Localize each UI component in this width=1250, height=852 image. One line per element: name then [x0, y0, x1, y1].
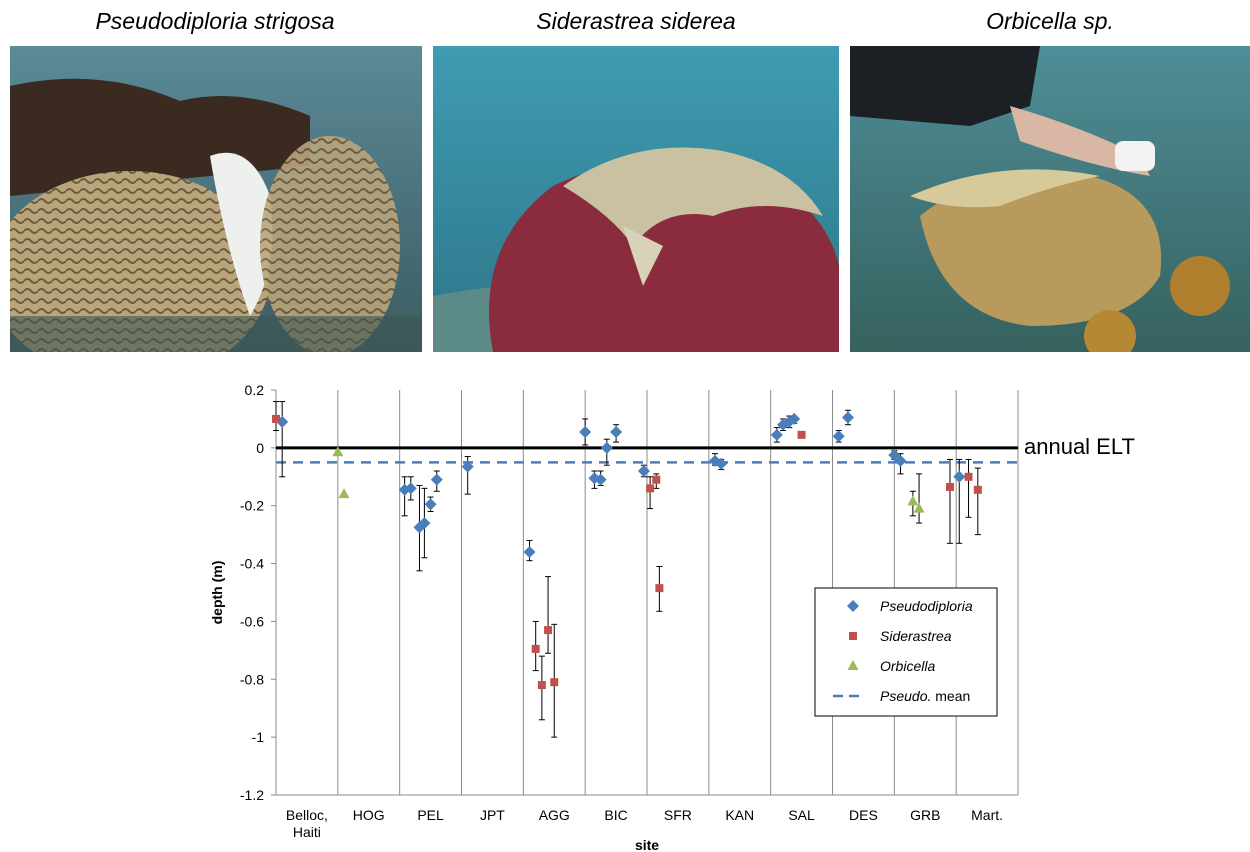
legend-label: Pseudo. mean [880, 688, 970, 704]
photo-pseudodiploria-coral [10, 46, 422, 352]
pseudodiploria-point [770, 428, 783, 441]
depth-chart: 0.2 0 -0.2 -0.4 -0.6 -0.8 -1 -1.2 Belloc,Haiti HO… [209, 382, 1135, 852]
pseudodiploria-point [610, 425, 623, 438]
pseudodiploria-point [418, 517, 431, 530]
x-axis-title: site [635, 837, 659, 852]
pseudodiploria-point [894, 454, 907, 467]
y-tick-label: 0.2 [245, 382, 265, 398]
y-tick-label: -1 [252, 729, 265, 745]
siderastrea-point [655, 584, 664, 593]
legend-swatch-orbicella [847, 660, 859, 670]
pseudodiploria-point [461, 460, 474, 473]
x-tick-label: HOG [353, 807, 385, 823]
y-tick-label: -0.8 [240, 671, 264, 687]
panel-caption-pseudodiploria: Pseudodiploria strigosa [95, 8, 335, 34]
data-markers [272, 411, 982, 690]
y-tick-label: -0.6 [240, 613, 264, 629]
x-tick-label: Haiti [293, 824, 321, 840]
y-tick-label: -1.2 [240, 787, 264, 803]
siderastrea-point [544, 626, 553, 635]
orbicella-point [907, 495, 919, 506]
legend-box [814, 587, 998, 717]
pseudodiploria-point [430, 473, 443, 486]
x-tick-label: Mart. [971, 807, 1003, 823]
siderastrea-point [550, 678, 559, 687]
siderastrea-point [646, 484, 655, 493]
x-tick-label: Belloc, [286, 807, 328, 823]
siderastrea-point [973, 485, 982, 494]
pseudodiploria-point [788, 412, 801, 425]
panel-caption-orbicella: Orbicella sp. [986, 8, 1114, 34]
pseudodiploria-point [832, 430, 845, 443]
y-tick-label: 0 [256, 440, 264, 456]
y-axis-title: depth (m) [209, 561, 225, 625]
photo-siderastrea-coral [433, 46, 839, 352]
siderastrea-point [945, 482, 954, 491]
legend-swatch-siderastrea [849, 632, 857, 640]
x-tick-label: BIC [604, 807, 627, 823]
panel-caption-siderastrea: Siderastrea siderea [536, 8, 736, 34]
x-tick-label: AGG [539, 807, 570, 823]
orbicella-point [332, 446, 344, 457]
annual-elt-label: annual ELT [1024, 434, 1135, 459]
x-tick-label: SAL [788, 807, 815, 823]
siderastrea-point [797, 430, 806, 439]
legend-label: Pseudodiploria [880, 598, 973, 614]
siderastrea-point [652, 475, 661, 484]
x-tick-label: SFR [664, 807, 692, 823]
y-tick-label: -0.4 [240, 556, 264, 572]
legend-label: Siderastrea [880, 628, 952, 644]
pseudodiploria-point [594, 473, 607, 486]
siderastrea-point [537, 681, 546, 690]
pseudodiploria-point [413, 521, 426, 534]
pseudodiploria-point [888, 449, 901, 462]
pseudodiploria-point [404, 482, 417, 495]
legend-label: Orbicella [880, 658, 935, 674]
pseudodiploria-point [715, 457, 728, 470]
chart-axes [271, 389, 1018, 796]
pseudodiploria-point [953, 470, 966, 483]
pseudodiploria-point [600, 441, 613, 454]
pseudodiploria-point [637, 465, 650, 477]
pseudodiploria-point [841, 411, 854, 424]
x-tick-label: PEL [417, 807, 444, 823]
pseudodiploria-point [579, 425, 592, 438]
y-tick-label: -0.2 [240, 498, 264, 514]
orbicella-point [913, 502, 925, 513]
x-tick-label: KAN [725, 807, 754, 823]
pseudodiploria-point [588, 472, 601, 485]
orbicella-point [338, 488, 350, 499]
photo-orbicella-coral [850, 46, 1250, 352]
pseudodiploria-point [523, 546, 536, 558]
siderastrea-point [531, 644, 540, 653]
x-tick-label: GRB [910, 807, 940, 823]
chart-labels: 0.2 0 -0.2 -0.4 -0.6 -0.8 -1 -1.2 Belloc,Haiti HO… [209, 382, 1135, 852]
chart-legend: Pseudodiploria Siderastrea Orbicella Pseudo… [814, 587, 998, 717]
x-tick-label: JPT [480, 807, 505, 823]
x-tick-label: DES [849, 807, 878, 823]
pseudodiploria-point [424, 498, 437, 511]
legend-swatch-pseudodiploria [847, 600, 859, 612]
siderastrea-point [964, 472, 973, 481]
siderastrea-point [272, 414, 280, 423]
